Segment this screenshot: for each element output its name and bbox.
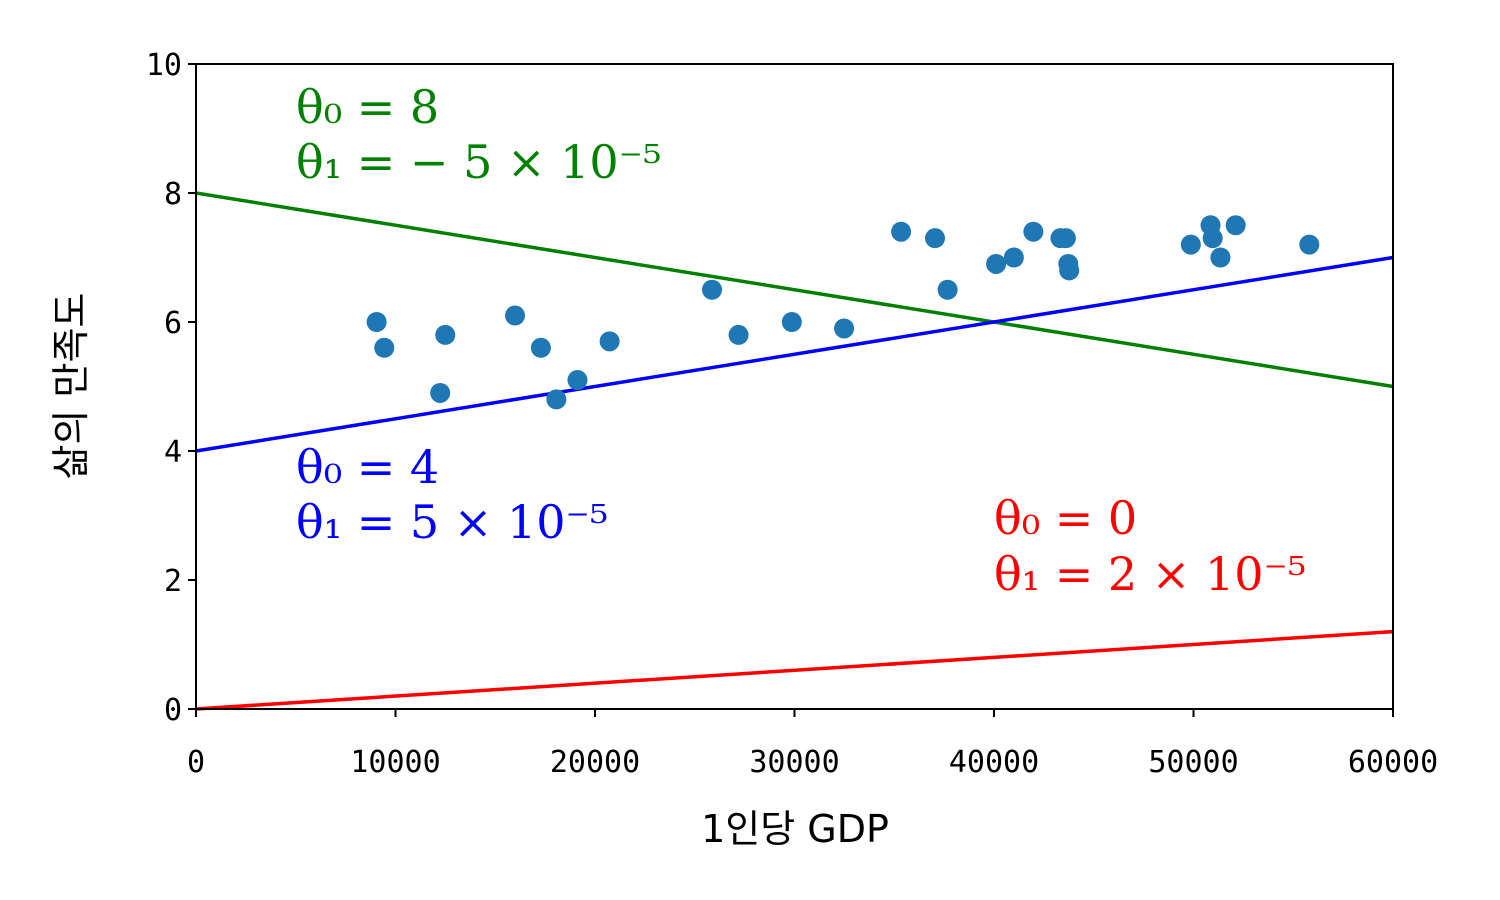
blue-theta1-label: θ₁ = 5 × 10⁻⁵	[296, 495, 608, 549]
data-point	[1059, 260, 1080, 281]
data-point	[937, 279, 958, 300]
x-tick-label: 30000	[749, 745, 839, 780]
data-point	[374, 337, 395, 358]
data-point	[1023, 221, 1044, 242]
data-point	[1202, 228, 1223, 249]
data-point	[567, 370, 588, 391]
data-point	[1180, 234, 1201, 255]
data-point	[599, 331, 620, 352]
y-tick-label: 0	[164, 693, 182, 728]
data-point	[1225, 215, 1246, 236]
green-theta1-label: θ₁ = − 5 × 10⁻⁵	[296, 135, 661, 189]
data-point	[728, 324, 749, 345]
red-fit-line	[195, 629, 1394, 711]
y-tick-label: 2	[164, 564, 182, 599]
data-point	[1055, 228, 1076, 249]
data-point	[435, 324, 456, 345]
x-tick-label: 40000	[949, 745, 1039, 780]
blue-fit-line	[195, 255, 1394, 453]
green-theta0-label: θ₀ = 8	[296, 80, 439, 134]
data-point	[1299, 234, 1320, 255]
x-tick-label: 60000	[1348, 745, 1438, 780]
blue-theta0-label: θ₀ = 4	[296, 440, 439, 494]
data-point	[834, 318, 855, 339]
x-tick-label: 0	[187, 745, 205, 780]
data-point	[1210, 247, 1231, 268]
x-tick-label: 10000	[350, 745, 440, 780]
y-tick-label: 4	[164, 435, 182, 470]
data-point	[505, 305, 526, 326]
y-axis-label: 삶의 만족도	[49, 293, 93, 480]
red-theta0-label: θ₀ = 0	[994, 491, 1137, 545]
green-fit-line	[195, 191, 1394, 389]
data-point	[1003, 247, 1024, 268]
red-theta1-label: θ₁ = 2 × 10⁻⁵	[994, 547, 1306, 601]
data-point	[366, 312, 387, 332]
x-axis-ticks: 0 10000 20000 30000 40000 50000 60000	[187, 709, 1438, 780]
data-point	[891, 221, 912, 242]
data-point	[546, 389, 567, 410]
scatter-points	[366, 215, 1320, 410]
data-point	[430, 382, 451, 403]
y-tick-label: 8	[164, 177, 182, 212]
data-point	[702, 279, 723, 300]
fit-lines	[195, 191, 1394, 711]
data-point	[925, 228, 946, 249]
x-tick-label: 20000	[550, 745, 640, 780]
x-tick-label: 50000	[1148, 745, 1238, 780]
data-point	[781, 312, 802, 332]
x-axis-label: 1인당 GDP	[701, 807, 889, 851]
data-point	[530, 337, 551, 358]
y-axis-ticks: 0 2 4 6 8 10	[146, 48, 196, 728]
y-tick-label: 10	[146, 48, 182, 83]
data-point	[986, 253, 1007, 274]
y-tick-label: 6	[164, 306, 182, 341]
